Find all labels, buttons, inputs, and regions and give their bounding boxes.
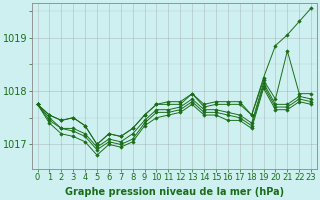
X-axis label: Graphe pression niveau de la mer (hPa): Graphe pression niveau de la mer (hPa) — [65, 187, 284, 197]
